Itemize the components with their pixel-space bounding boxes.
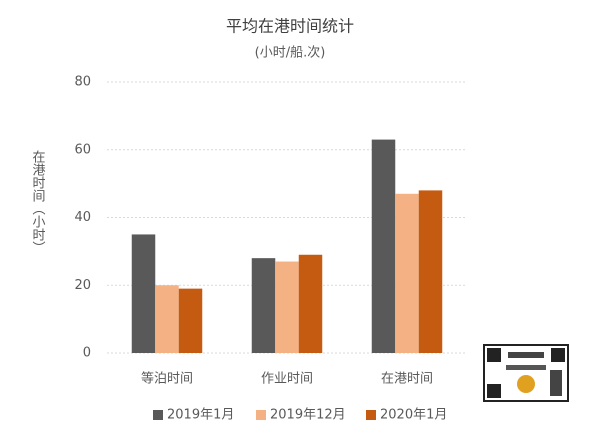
y-tick-label: 20 [74,278,91,293]
legend-label: 2019年12月 [270,408,346,423]
chart-title: 平均在港时间统计 [226,17,354,36]
bar [155,285,179,353]
x-tick-label: 等泊时间 [141,371,193,387]
legend-label: 2020年1月 [380,408,447,423]
y-axis-label: 在港时间（小时） [30,150,46,254]
y-tick-label: 60 [74,142,91,157]
bar [131,234,156,353]
x-tick-label: 在港时间 [381,372,433,387]
y-tick-label: 0 [83,346,91,361]
legend-swatch [153,410,163,420]
x-tick-label: 作业时间 [261,372,313,387]
bar [371,139,396,353]
y-tick-label: 80 [74,75,91,90]
legend-swatch [366,410,376,420]
chart-subtitle: (小时/船.次) [255,45,326,61]
bar [251,258,276,353]
bar [178,288,203,353]
y-tick-label: 40 [74,210,91,225]
bar [298,254,323,353]
bar [275,261,299,353]
bar [418,190,443,353]
qr-code [483,344,569,402]
bar [395,193,419,353]
legend-label: 2019年1月 [167,408,234,423]
legend-swatch [256,410,266,420]
